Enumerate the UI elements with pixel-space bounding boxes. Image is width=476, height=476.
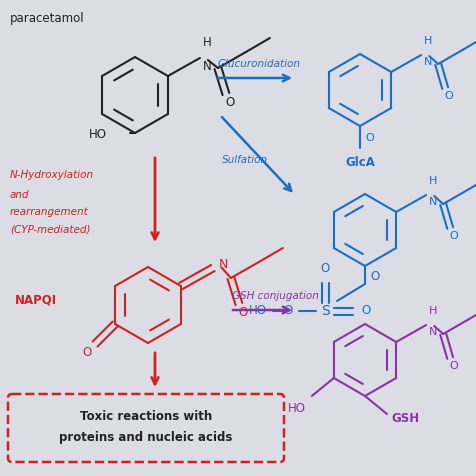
Text: O: O xyxy=(82,346,92,358)
Text: O: O xyxy=(445,91,454,101)
Text: N: N xyxy=(429,327,437,337)
Text: O: O xyxy=(365,133,374,143)
Text: H: H xyxy=(429,176,437,186)
Text: O: O xyxy=(450,231,458,241)
Text: proteins and nucleic acids: proteins and nucleic acids xyxy=(60,432,233,445)
Text: and: and xyxy=(10,190,30,200)
Text: (CYP-mediated): (CYP-mediated) xyxy=(10,224,90,234)
Text: NAPQI: NAPQI xyxy=(15,294,57,307)
FancyBboxPatch shape xyxy=(8,394,284,462)
Text: H: H xyxy=(429,306,437,316)
Text: N: N xyxy=(429,197,437,207)
Text: N: N xyxy=(219,258,228,270)
Text: Glucuronidation: Glucuronidation xyxy=(218,59,301,69)
Text: O: O xyxy=(370,269,379,282)
Text: O: O xyxy=(225,96,235,109)
Text: GSH: GSH xyxy=(391,411,419,425)
Text: HO: HO xyxy=(89,129,107,141)
Text: O: O xyxy=(361,305,370,317)
Text: GSH conjugation: GSH conjugation xyxy=(232,291,319,301)
Text: O: O xyxy=(450,361,458,371)
Text: HO: HO xyxy=(288,402,306,415)
Text: Toxic reactions with: Toxic reactions with xyxy=(80,409,212,423)
Text: Sulfation: Sulfation xyxy=(222,155,268,165)
Text: HO: HO xyxy=(249,305,267,317)
Text: O: O xyxy=(238,306,248,318)
Text: O: O xyxy=(320,262,329,275)
Text: N: N xyxy=(424,57,433,67)
Text: O: O xyxy=(284,305,293,317)
Text: S: S xyxy=(321,304,329,318)
Text: H: H xyxy=(203,36,212,49)
Text: rearrangement: rearrangement xyxy=(10,207,89,217)
Text: N-Hydroxylation: N-Hydroxylation xyxy=(10,170,94,180)
Text: H: H xyxy=(424,36,433,46)
Text: paracetamol: paracetamol xyxy=(10,12,85,25)
Text: N: N xyxy=(203,60,212,73)
Text: GlcA: GlcA xyxy=(345,156,375,169)
